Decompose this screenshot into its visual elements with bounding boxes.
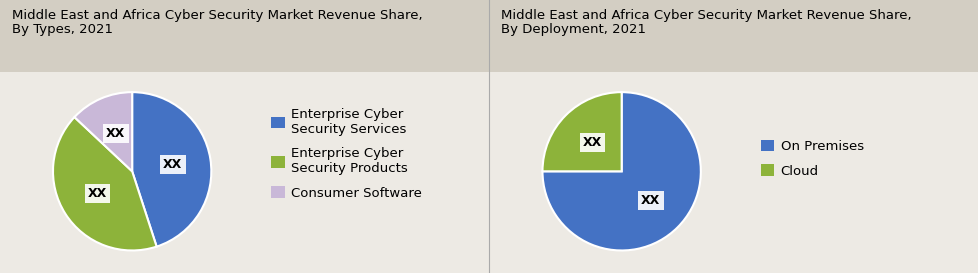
Wedge shape [542, 92, 700, 250]
Wedge shape [74, 92, 132, 171]
Text: By Deployment, 2021: By Deployment, 2021 [501, 23, 645, 36]
Text: XX: XX [88, 187, 107, 200]
Wedge shape [132, 92, 211, 247]
Text: XX: XX [163, 158, 182, 171]
Legend: Enterprise Cyber
Security Services, Enterprise Cyber
Security Products, Consumer: Enterprise Cyber Security Services, Ente… [266, 103, 426, 205]
Legend: On Premises, Cloud: On Premises, Cloud [755, 134, 868, 183]
Text: XX: XX [582, 136, 601, 149]
Text: XX: XX [641, 194, 660, 207]
Wedge shape [53, 117, 156, 250]
Text: Middle East and Africa Cyber Security Market Revenue Share,: Middle East and Africa Cyber Security Ma… [501, 9, 911, 22]
Text: Middle East and Africa Cyber Security Market Revenue Share,: Middle East and Africa Cyber Security Ma… [12, 9, 422, 22]
Text: By Types, 2021: By Types, 2021 [12, 23, 112, 36]
Text: XX: XX [106, 127, 125, 140]
Wedge shape [542, 92, 621, 171]
